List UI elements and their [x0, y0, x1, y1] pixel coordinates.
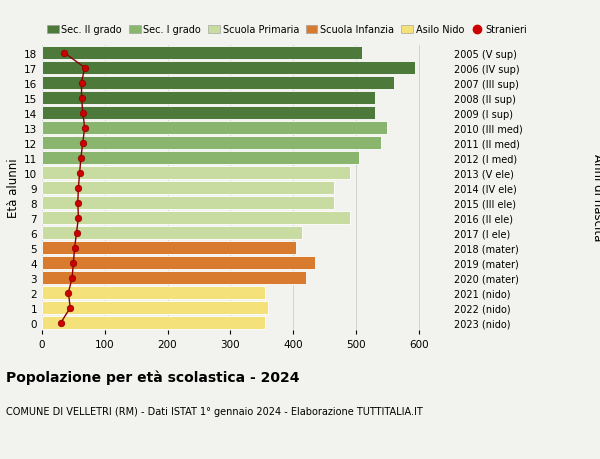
- Text: COMUNE DI VELLETRI (RM) - Dati ISTAT 1° gennaio 2024 - Elaborazione TUTTITALIA.I: COMUNE DI VELLETRI (RM) - Dati ISTAT 1° …: [6, 406, 423, 416]
- Bar: [42, 257, 315, 269]
- Point: [65, 304, 75, 312]
- Point: [67, 274, 77, 282]
- Point: [56, 319, 65, 327]
- Bar: [42, 92, 374, 105]
- Bar: [42, 122, 387, 134]
- Bar: [42, 197, 334, 209]
- Bar: [42, 242, 296, 254]
- Bar: [42, 182, 334, 195]
- Point: [74, 185, 83, 192]
- Text: Anni di nascita: Anni di nascita: [590, 154, 600, 241]
- Bar: [42, 77, 394, 90]
- Y-axis label: Età alunni: Età alunni: [7, 158, 20, 218]
- Bar: [42, 287, 265, 299]
- Point: [68, 259, 78, 267]
- Point: [80, 124, 89, 132]
- Point: [59, 50, 69, 57]
- Bar: [42, 152, 359, 165]
- Bar: [42, 302, 268, 314]
- Point: [75, 169, 85, 177]
- Bar: [42, 137, 381, 150]
- Bar: [42, 62, 415, 75]
- Bar: [42, 227, 302, 240]
- Point: [74, 214, 83, 222]
- Point: [76, 155, 86, 162]
- Bar: [42, 272, 305, 285]
- Bar: [42, 107, 374, 120]
- Point: [78, 140, 88, 147]
- Bar: [42, 167, 350, 179]
- Bar: [42, 317, 265, 330]
- Point: [77, 95, 86, 102]
- Legend: Sec. II grado, Sec. I grado, Scuola Primaria, Scuola Infanzia, Asilo Nido, Stran: Sec. II grado, Sec. I grado, Scuola Prim…: [47, 25, 527, 35]
- Point: [80, 65, 89, 72]
- Point: [72, 230, 82, 237]
- Point: [70, 245, 79, 252]
- Point: [77, 80, 86, 87]
- Point: [73, 200, 83, 207]
- Bar: [42, 212, 350, 224]
- Text: Popolazione per età scolastica - 2024: Popolazione per età scolastica - 2024: [6, 369, 299, 384]
- Point: [64, 289, 73, 297]
- Bar: [42, 47, 362, 60]
- Point: [78, 110, 88, 117]
